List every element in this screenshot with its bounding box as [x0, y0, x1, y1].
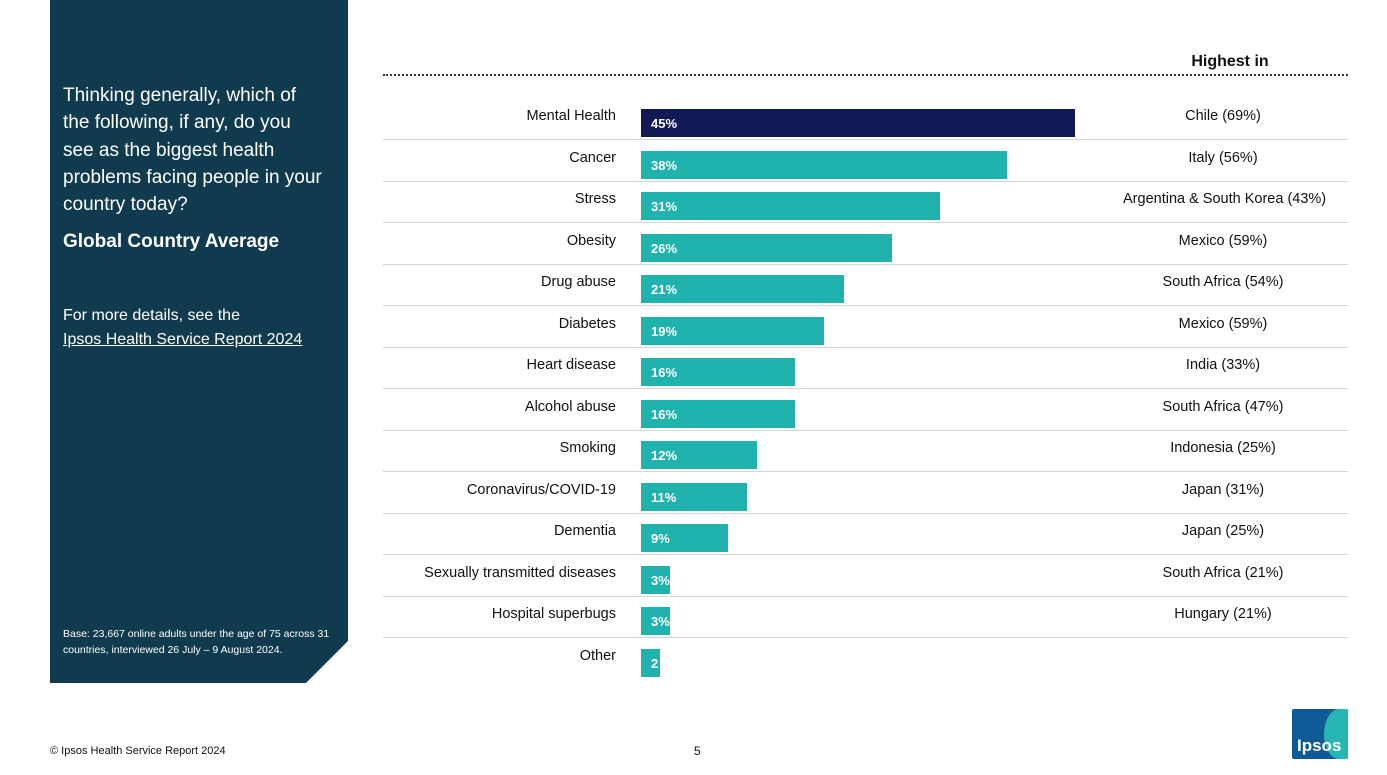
chart-row: Drug abuse 21% South Africa (54%) — [383, 264, 1348, 306]
chart-row: Mental Health 45% Chile (69%) — [383, 98, 1348, 140]
chart-row: Obesity 26% Mexico (59%) — [383, 223, 1348, 265]
footer-copyright: © Ipsos Health Service Report 2024 — [50, 745, 226, 757]
chart-row: Other 2 — [383, 638, 1348, 680]
page-number: 5 — [694, 744, 701, 758]
bar: 16% — [641, 358, 796, 386]
highest-in-label: Chile (69%) — [1185, 108, 1261, 124]
category-label: Mental Health — [526, 108, 616, 124]
value-label: 38% — [651, 157, 678, 173]
question-text: Thinking generally, which of the followi… — [63, 85, 322, 216]
highest-in-label: Japan (31%) — [1181, 481, 1265, 498]
bar: 16% — [641, 399, 796, 428]
highest-in-label: Mexico (59%) — [1178, 232, 1268, 249]
row-separator — [383, 595, 1348, 597]
highest-in-label: South Africa (54%) — [1162, 274, 1284, 290]
chart-row: Sexually transmitted diseases 3% South Afr… — [383, 555, 1348, 597]
value-label: 2 — [651, 655, 659, 671]
question-panel: Thinking generally, which of the followi… — [50, 0, 348, 683]
bar: 45% — [641, 109, 1075, 137]
value-label: 9% — [651, 531, 670, 546]
panel-subtitle: Global Country Average — [63, 231, 280, 252]
chart-row: Hospital superbugs 3% Hungary (21%) — [383, 596, 1348, 638]
more-details-text: For more details, see the — [63, 307, 240, 324]
highest-in-label: Mexico (59%) — [1178, 315, 1268, 332]
row-separator — [383, 637, 1348, 638]
bar: 26% — [641, 233, 892, 262]
chart-row: Heart disease 16% India (33%) — [383, 347, 1348, 389]
chart-row: Dementia 9% Japan (25%) — [383, 513, 1348, 555]
category-label: Coronavirus/COVID-19 — [466, 481, 616, 498]
highest-in-label: Japan (25%) — [1181, 523, 1265, 539]
category-label: Dementia — [553, 523, 616, 539]
row-separator — [383, 263, 1348, 265]
bar: 12% — [641, 441, 757, 469]
chart-row: Smoking 12% Indonesia (25%) — [383, 430, 1348, 472]
category-label: Other — [579, 647, 616, 664]
highest-in-label: Hungary (21%) — [1174, 606, 1272, 622]
highest-in-header: Highest in — [1191, 53, 1269, 70]
bar: 11% — [641, 482, 748, 511]
header-divider — [383, 74, 1348, 76]
logo-text: Ipsos — [1297, 736, 1342, 755]
category-label: Drug abuse — [541, 274, 616, 290]
bar: 19% — [641, 316, 825, 345]
chart-row: Cancer 38% Italy (56%) — [383, 140, 1348, 182]
chart-row: Alcohol abuse 16% South Africa (47%) — [383, 389, 1348, 431]
value-label: 16% — [651, 406, 678, 422]
category-label: Heart disease — [526, 357, 616, 373]
value-label: 21% — [651, 282, 678, 297]
bar: 9% — [641, 524, 728, 552]
bar: 2 — [641, 648, 661, 677]
base-note: Base: 23,667 online adults under the age… — [63, 628, 330, 656]
highest-in-label: Argentina & South Korea (43%) — [1123, 191, 1327, 207]
more-details: For more details, see the Ipsos Health S… — [63, 304, 343, 352]
category-label: Cancer — [569, 149, 616, 166]
value-label: 12% — [651, 448, 678, 463]
bar: 3% — [641, 565, 670, 594]
row-separator — [383, 388, 1348, 389]
value-label: 45% — [651, 116, 678, 131]
highest-in-label: South Africa (21%) — [1162, 564, 1284, 581]
chart-row: Diabetes 19% Mexico (59%) — [383, 306, 1348, 348]
bar: 3% — [641, 607, 670, 635]
bar: 38% — [641, 150, 1008, 179]
row-separator — [383, 222, 1348, 223]
report-link[interactable]: Ipsos Health Service Report 2024 — [63, 331, 303, 348]
value-label: 31% — [651, 199, 678, 214]
row-separator — [383, 512, 1348, 514]
category-label: Diabetes — [558, 315, 616, 332]
bar: 31% — [641, 192, 940, 220]
value-label: 11% — [651, 489, 677, 505]
value-label: 19% — [651, 323, 678, 339]
row-separator — [383, 139, 1348, 140]
row-separator — [383, 305, 1348, 306]
row-separator — [383, 554, 1348, 555]
row-separator — [383, 429, 1348, 431]
category-label: Alcohol abuse — [524, 398, 616, 415]
category-label: Smoking — [559, 440, 616, 456]
value-label: 3% — [651, 572, 670, 588]
highest-in-label: Indonesia (25%) — [1170, 440, 1276, 456]
category-label: Sexually transmitted diseases — [424, 564, 616, 581]
category-label: Obesity — [566, 232, 616, 249]
highest-in-label: South Africa (47%) — [1162, 398, 1284, 415]
ipsos-logo: Ipsos — [1292, 709, 1348, 759]
row-separator — [383, 180, 1348, 182]
value-label: 3% — [651, 614, 670, 629]
value-label: 16% — [651, 365, 678, 380]
highest-in-label: India (33%) — [1185, 357, 1261, 373]
highest-in-label: Italy (56%) — [1188, 149, 1258, 166]
row-separator — [383, 346, 1348, 348]
logo-accent — [1324, 709, 1348, 759]
category-label: Hospital superbugs — [491, 606, 616, 622]
chart-row: Stress 31% Argentina & South Korea (43%) — [383, 181, 1348, 223]
category-label: Stress — [574, 191, 616, 207]
bar: 21% — [641, 275, 844, 303]
chart-row: Coronavirus/COVID-19 11% Japan (31%) — [383, 472, 1348, 514]
value-label: 26% — [651, 240, 678, 256]
bar-chart: Mental Health 45% Chile (69%) Cancer 38% Ital… — [383, 98, 1348, 680]
row-separator — [383, 471, 1348, 472]
